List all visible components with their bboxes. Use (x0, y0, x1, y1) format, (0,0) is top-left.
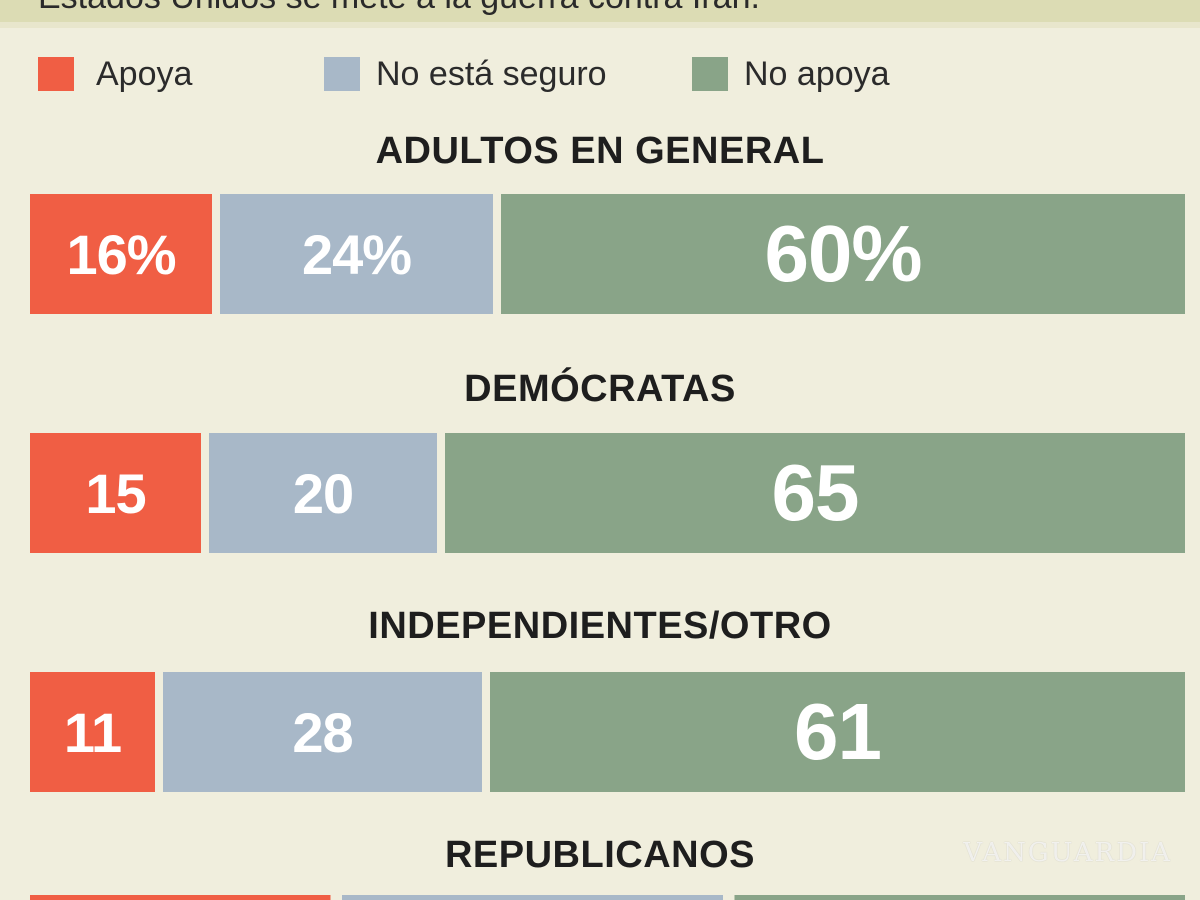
bar-adultos: 16% 24% 60% (30, 194, 1185, 314)
bar-segment-no-seguro: 20 (209, 433, 437, 553)
bar-segment-no-apoya: 61 (490, 672, 1185, 792)
bar-segment-no-apoya: 65 (445, 433, 1185, 553)
group-title-adultos: ADULTOS EN GENERAL (375, 130, 825, 172)
bar-republicanos-edge (30, 895, 1185, 900)
legend-label-apoya: Apoya (96, 54, 193, 93)
data-label-no-seguro: 28 (292, 700, 353, 764)
data-label-apoya: 11 (63, 700, 122, 764)
bar-segment-apoya: 16% (30, 194, 212, 314)
data-label-no-apoya: 60% (764, 209, 922, 298)
legend-swatch-no-apoya (692, 57, 728, 91)
legend-item-no-apoya: No apoya (692, 52, 890, 96)
watermark: VANGUARDIA (963, 838, 1172, 868)
data-label-no-seguro: 24% (301, 222, 412, 286)
group-title-democratas: DEMÓCRATAS (464, 368, 736, 410)
legend-label-no-seguro: No está seguro (376, 54, 607, 93)
bar-segment-no-apoya: 60% (501, 194, 1185, 314)
legend-item-no-seguro: No está seguro (324, 52, 607, 96)
group-title-republicanos: REPUBLICANOS (444, 834, 756, 876)
legend: Apoya No está seguro No apoya (0, 52, 1200, 96)
bar-segment-apoya: 15 (30, 433, 201, 553)
data-label-no-apoya: 61 (794, 687, 882, 776)
header-title: Estados Unidos se mete a la guerra contr… (38, 0, 760, 17)
data-label-no-seguro: 20 (292, 461, 354, 525)
data-label-apoya: 16% (66, 222, 176, 286)
legend-item-apoya: Apoya (38, 52, 192, 96)
bar-democratas: 15 20 65 (30, 433, 1185, 553)
legend-label-no-apoya: No apoya (744, 54, 890, 93)
title-strip: Estados Unidos se mete a la guerra contr… (0, 0, 1200, 28)
data-label-no-apoya: 65 (771, 448, 860, 537)
data-label-apoya: 15 (85, 461, 146, 525)
bar-independientes: 11 28 61 (30, 672, 1185, 792)
bar-segment-no-seguro: 24% (220, 194, 493, 314)
legend-swatch-apoya (38, 57, 74, 91)
bar-segment-no-seguro: 28 (163, 672, 482, 792)
bar-segment-apoya: 11 (30, 672, 155, 792)
group-title-independientes: INDEPENDIENTES/OTRO (368, 605, 832, 647)
legend-swatch-no-seguro (324, 57, 360, 91)
